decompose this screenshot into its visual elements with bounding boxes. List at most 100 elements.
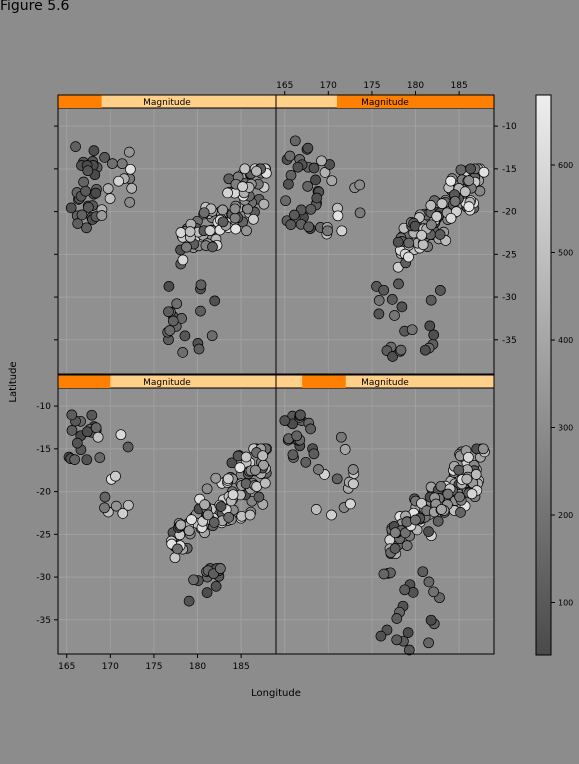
- data-point: [237, 181, 248, 192]
- data-point: [122, 441, 134, 453]
- data-point: [392, 236, 404, 248]
- data-point: [295, 409, 306, 421]
- data-point: [175, 519, 187, 531]
- data-point: [177, 254, 189, 266]
- data-point: [453, 464, 465, 476]
- x-tick-label: 185: [233, 662, 250, 672]
- data-point: [399, 584, 411, 596]
- data-point: [195, 305, 206, 317]
- data-point: [308, 162, 320, 174]
- data-point: [416, 229, 428, 241]
- data-point: [348, 478, 359, 490]
- y-tick-label: -30: [36, 573, 51, 583]
- data-point: [354, 179, 366, 191]
- data-point: [303, 221, 315, 233]
- data-point: [209, 295, 221, 307]
- data-point: [83, 201, 94, 213]
- strip-interval-bar: [58, 375, 111, 388]
- data-point: [90, 422, 102, 434]
- data-point: [116, 158, 128, 170]
- panel-strip: Magnitude: [275, 374, 495, 389]
- data-point: [335, 431, 347, 443]
- data-point: [308, 448, 320, 460]
- x-tick-label: 185: [451, 81, 468, 91]
- data-point: [403, 251, 414, 263]
- data-point: [257, 450, 269, 462]
- data-point: [259, 477, 271, 489]
- panels-layer: Magnitude Magnitude Magnitude Magnitude: [57, 94, 495, 656]
- data-point: [69, 454, 81, 465]
- data-point: [204, 225, 216, 236]
- colorkey-tick-label: 500: [558, 249, 573, 258]
- data-point: [463, 175, 475, 186]
- data-point: [375, 630, 387, 642]
- axes-layer: 165 165 170 170 175 175 180 180 185 185 -10 -15 -20 -…: [36, 81, 517, 672]
- data-point: [401, 540, 413, 551]
- data-point: [126, 182, 138, 194]
- data-point: [186, 514, 197, 525]
- x-tick-label: 175: [145, 662, 162, 672]
- data-point: [201, 483, 213, 495]
- data-point: [302, 142, 314, 154]
- y-tick-label: -20: [502, 208, 517, 218]
- colorkey: 100 200 300 400 500 600: [535, 94, 573, 656]
- y-tick-label: -35: [36, 616, 51, 626]
- y-tick-label: -15: [502, 165, 517, 175]
- figure-title: Figure 5.6: [0, 0, 70, 14]
- data-point: [239, 163, 251, 175]
- data-point: [99, 491, 111, 503]
- data-point: [230, 223, 242, 235]
- data-point: [76, 209, 88, 221]
- data-point: [117, 508, 129, 519]
- y-tick-label: -35: [502, 336, 517, 346]
- data-point: [183, 595, 195, 607]
- data-point: [387, 351, 398, 362]
- data-point: [210, 580, 222, 592]
- panel-2: Magnitude: [275, 94, 495, 375]
- y-tick-label: -20: [36, 488, 51, 498]
- data-point: [229, 203, 241, 215]
- data-point: [410, 514, 421, 526]
- data-point: [287, 449, 299, 461]
- data-point: [428, 586, 439, 598]
- data-point: [403, 237, 415, 249]
- panel-border: [275, 94, 495, 375]
- x-tick-label: 180: [407, 81, 424, 91]
- data-point: [66, 425, 78, 436]
- y-tick-label: -10: [502, 122, 517, 132]
- data-point: [169, 552, 181, 564]
- data-point: [227, 489, 239, 501]
- data-point: [163, 306, 174, 318]
- data-point: [240, 478, 252, 490]
- data-point: [302, 180, 314, 192]
- data-point: [416, 497, 427, 509]
- data-point: [463, 451, 474, 463]
- y-tick-label: -15: [36, 445, 51, 455]
- data-point: [81, 222, 92, 234]
- data-point: [171, 298, 183, 310]
- data-point: [313, 464, 324, 475]
- data-point: [289, 135, 301, 147]
- x-tick-label: 180: [189, 662, 206, 672]
- data-point: [115, 429, 127, 441]
- data-point: [248, 213, 259, 225]
- data-point: [217, 204, 229, 216]
- data-point: [183, 525, 195, 537]
- data-point: [198, 207, 210, 219]
- data-point: [373, 295, 385, 306]
- data-point: [300, 456, 312, 468]
- data-point: [285, 169, 297, 181]
- data-point: [402, 627, 414, 638]
- data-point: [435, 285, 446, 296]
- data-point: [386, 294, 398, 305]
- data-point: [223, 512, 235, 523]
- data-point: [445, 175, 457, 187]
- panel-border: [275, 374, 495, 655]
- data-point: [284, 150, 296, 162]
- data-point: [466, 488, 478, 500]
- panel-strip: Magnitude: [57, 94, 277, 109]
- data-point: [428, 329, 440, 341]
- data-point: [319, 167, 331, 178]
- data-point: [172, 543, 183, 555]
